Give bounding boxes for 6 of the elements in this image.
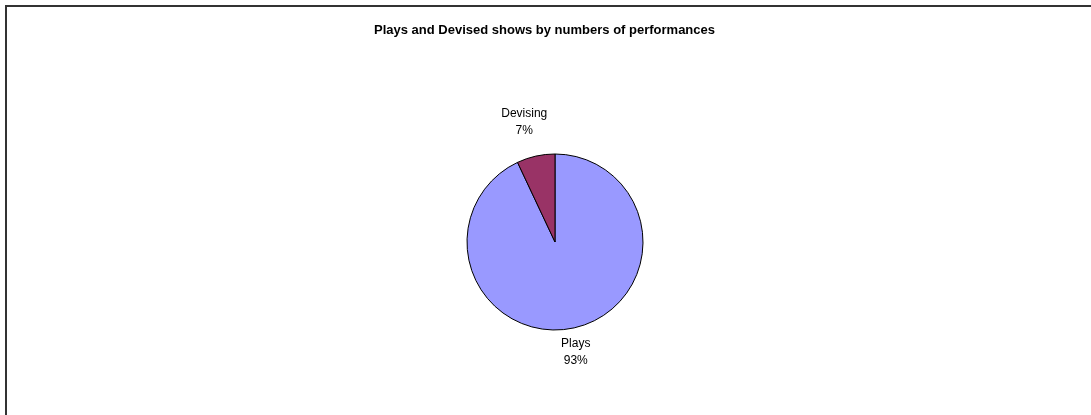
pie-slice <box>466 153 644 331</box>
data-label: 7% <box>515 122 534 137</box>
slice-label: Plays <box>561 336 591 351</box>
chart-title: Plays and Devised shows by numbers of performances <box>373 22 716 37</box>
data-label: 93% <box>563 353 589 368</box>
slice-label: Devising <box>501 105 548 120</box>
